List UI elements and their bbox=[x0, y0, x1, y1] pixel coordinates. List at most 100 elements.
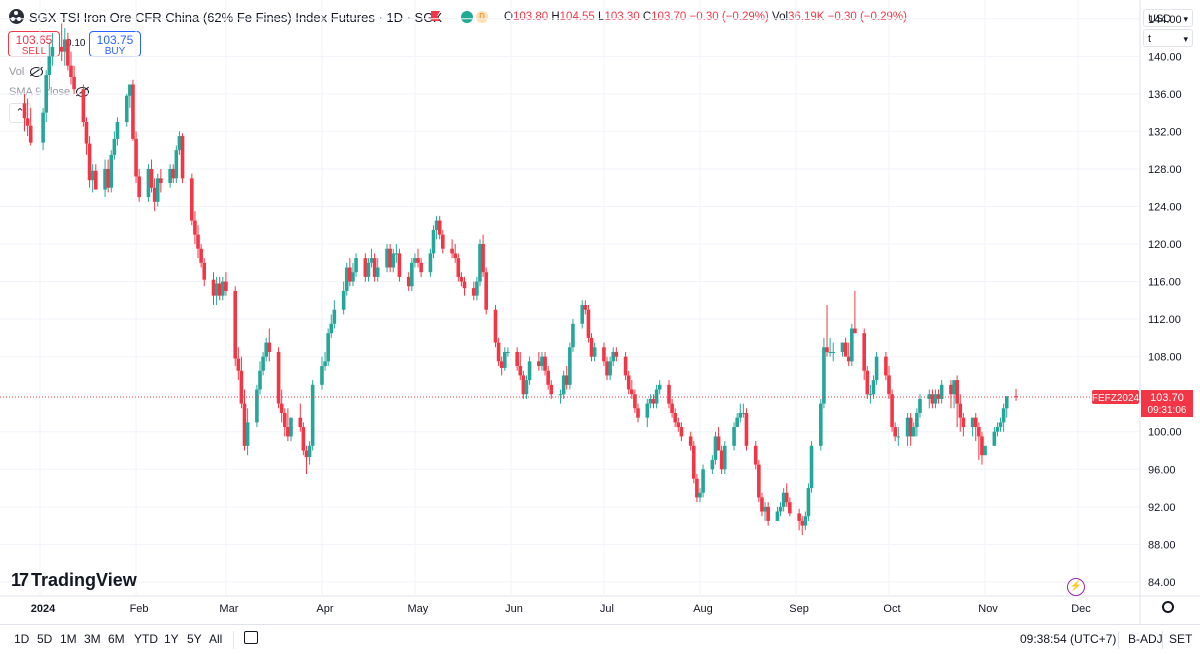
calendar-icon[interactable] bbox=[244, 631, 258, 644]
candle-body bbox=[149, 168, 154, 188]
candle-body bbox=[667, 384, 671, 404]
session-toggle[interactable]: SET bbox=[1169, 632, 1193, 646]
tradingview-watermark[interactable]: 17 TradingView bbox=[11, 570, 137, 591]
candle bbox=[949, 380, 953, 409]
candle-body bbox=[25, 118, 30, 126]
candle bbox=[115, 117, 120, 146]
candle bbox=[862, 328, 867, 381]
candle bbox=[341, 281, 346, 315]
candle-body bbox=[992, 431, 997, 446]
candle bbox=[822, 337, 826, 409]
candle-body bbox=[766, 506, 770, 521]
symbol-tag[interactable]: FEFZ2024 bbox=[1092, 390, 1140, 405]
candle-body bbox=[710, 459, 715, 470]
candle-body bbox=[282, 412, 287, 428]
candle-body bbox=[831, 351, 836, 353]
timeframe-1d[interactable]: 1D bbox=[14, 632, 30, 646]
candle bbox=[890, 389, 894, 432]
symbol-title[interactable]: SGX TSI Iron Ore CFR China (62% Fe Fines… bbox=[29, 10, 443, 25]
candle-body bbox=[28, 125, 33, 143]
eye-hidden-icon[interactable] bbox=[30, 67, 44, 78]
market-status-icon[interactable] bbox=[461, 11, 473, 23]
candle-body bbox=[775, 511, 780, 521]
candle bbox=[87, 136, 92, 188]
candle bbox=[199, 244, 203, 268]
candle bbox=[152, 178, 157, 212]
candle bbox=[874, 351, 879, 385]
candle bbox=[307, 441, 312, 465]
candle bbox=[908, 412, 913, 446]
candle bbox=[217, 276, 222, 301]
candle bbox=[171, 164, 176, 184]
candle bbox=[713, 431, 718, 465]
time-tick-label: Oct bbox=[883, 603, 900, 615]
candle bbox=[828, 337, 832, 357]
candle-body bbox=[239, 370, 244, 404]
candle bbox=[202, 258, 207, 287]
gear-icon[interactable] bbox=[1162, 601, 1174, 613]
candle-body bbox=[679, 427, 684, 437]
candle-body bbox=[571, 323, 575, 348]
candle bbox=[688, 431, 693, 451]
candle-body bbox=[506, 351, 510, 353]
clock-readout[interactable]: 09:38:54 (UTC+7) bbox=[1020, 632, 1117, 646]
adjustment-toggle[interactable]: B-ADJ bbox=[1128, 632, 1163, 646]
timeframe-5y[interactable]: 5Y bbox=[187, 632, 202, 646]
flag-icon[interactable] bbox=[431, 11, 440, 21]
candle-body bbox=[630, 389, 634, 395]
candle bbox=[571, 319, 575, 352]
candle-body bbox=[233, 290, 238, 359]
candle bbox=[168, 164, 172, 188]
candle bbox=[348, 258, 352, 287]
timeframe-5d[interactable]: 5D bbox=[37, 632, 53, 646]
candle-body bbox=[648, 398, 653, 404]
timeframe-1y[interactable]: 1Y bbox=[164, 632, 179, 646]
candle-body bbox=[115, 122, 120, 139]
timeframe-ytd[interactable]: YTD bbox=[134, 632, 158, 646]
candle-body bbox=[323, 361, 327, 367]
candle bbox=[803, 511, 808, 531]
close-value: 103.70 bbox=[651, 11, 687, 23]
candle-body bbox=[537, 361, 541, 367]
candle-body bbox=[788, 502, 792, 514]
candle bbox=[128, 84, 132, 108]
candle-body bbox=[980, 436, 984, 456]
candle-body bbox=[372, 258, 377, 277]
price-chart[interactable]: 84.0088.0092.0096.00100.00104.00108.0011… bbox=[0, 0, 1200, 624]
candle bbox=[221, 276, 225, 301]
candles-layer bbox=[22, 23, 1018, 535]
candle-body bbox=[453, 253, 457, 259]
volume-indicator-legend[interactable]: Vol bbox=[9, 66, 44, 78]
candle-body bbox=[853, 328, 857, 334]
unit-select[interactable]: t ▾ bbox=[1143, 29, 1193, 47]
candle-body bbox=[549, 384, 554, 395]
low-value: 103.30 bbox=[604, 11, 640, 23]
price-tick-label: 92.00 bbox=[1148, 502, 1176, 514]
candle bbox=[366, 258, 371, 282]
candle-body bbox=[908, 417, 913, 437]
price-tag[interactable]: 103.70 09:31:06 bbox=[1141, 390, 1193, 418]
timeframe-1m[interactable]: 1M bbox=[60, 632, 77, 646]
candle bbox=[732, 422, 736, 451]
candle bbox=[301, 422, 306, 456]
candle-body bbox=[676, 422, 681, 428]
candle bbox=[462, 276, 467, 296]
candle bbox=[701, 464, 705, 498]
candle bbox=[109, 150, 114, 193]
data-delay-badge[interactable]: D bbox=[476, 11, 488, 23]
candle bbox=[394, 244, 399, 263]
candle-body bbox=[109, 154, 114, 188]
timeframe-6m[interactable]: 6M bbox=[108, 632, 125, 646]
currency-select[interactable]: USD ▾ bbox=[1143, 9, 1193, 27]
timeframe-3m[interactable]: 3M bbox=[84, 632, 101, 646]
lightning-icon[interactable]: ⚡ bbox=[1067, 578, 1085, 596]
candle-body bbox=[221, 281, 225, 296]
candle-body bbox=[406, 276, 411, 287]
candle bbox=[568, 342, 572, 390]
candle-body bbox=[199, 248, 203, 263]
timeframe-all[interactable]: All bbox=[209, 632, 223, 646]
candle-body bbox=[781, 492, 786, 507]
candle-body bbox=[276, 351, 281, 404]
candle-body bbox=[450, 248, 454, 254]
candle-body bbox=[242, 403, 247, 446]
